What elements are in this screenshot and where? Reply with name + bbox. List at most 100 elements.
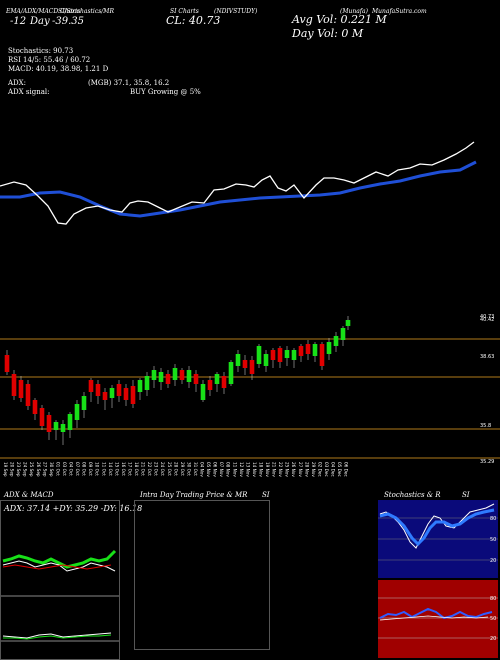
candle-body xyxy=(88,380,94,392)
candle-body xyxy=(158,372,164,382)
stochastics-text: Stochastics: 90.73 xyxy=(8,47,74,55)
date-tick-label: 24 Oct xyxy=(160,462,165,476)
stochastics-panel: 80 50 20 80 50 20 xyxy=(378,500,498,658)
avg-volume: Avg Vol: 0.221 M xyxy=(292,13,387,26)
candle-body xyxy=(130,386,136,404)
candle-body xyxy=(284,350,290,358)
header-si-charts: SI Charts xyxy=(170,8,199,15)
candle-body xyxy=(81,396,87,410)
candle-body xyxy=(102,392,108,400)
date-tick-label: 28 Nov xyxy=(304,462,309,477)
candle-body xyxy=(207,380,213,390)
candle-body xyxy=(193,374,199,384)
date-tick-label: 08 Nov xyxy=(226,462,231,477)
stoch-tick: 50 xyxy=(490,537,496,543)
date-tick-label: 30 Sep xyxy=(49,462,54,477)
candle-body xyxy=(11,374,17,396)
intraday-panel-title: Intra Day Trading Price & MR xyxy=(140,491,248,499)
price-label: 40.73 xyxy=(480,314,494,320)
date-tick-label: 06 Dec xyxy=(344,462,349,477)
candlesticks xyxy=(4,316,351,445)
rsi-tick: 20 xyxy=(490,636,496,642)
price-label: 35.8 xyxy=(480,423,491,429)
rsi-tick: 80 xyxy=(490,596,496,602)
date-tick-label: 25 Sep xyxy=(29,462,34,477)
rsi-line xyxy=(379,607,493,620)
price-line xyxy=(0,141,475,225)
candle-body xyxy=(172,368,178,380)
date-tick-label: 15 Oct xyxy=(114,462,119,476)
candle-body xyxy=(137,380,143,392)
date-tick-label: 25 Oct xyxy=(167,462,172,476)
date-tick-label: 07 Nov xyxy=(219,462,224,477)
candle-body xyxy=(18,380,24,398)
date-tick-label: 31 Oct xyxy=(193,462,198,476)
stoch-d-line xyxy=(379,508,495,547)
date-tick-label: 25 Nov xyxy=(285,462,290,477)
date-tick-label: 26 Sep xyxy=(36,462,41,477)
header-munafa: (Munafa) xyxy=(340,8,368,15)
date-tick-label: 13 Nov xyxy=(245,462,250,477)
price-label: 38.63 xyxy=(480,354,494,360)
candle-body xyxy=(305,344,311,354)
date-tick-label: 19 Sep xyxy=(3,462,8,477)
date-tick-label: 19 Nov xyxy=(265,462,270,477)
adx-label: ADX: xyxy=(8,79,27,87)
date-tick-label: 11 Oct xyxy=(101,462,106,476)
candle-body xyxy=(53,422,59,430)
date-tick-label: 02 Dec xyxy=(317,462,322,477)
date-axis: 19 Sep 20 Sep 23 Sep 24 Sep 25 Sep 26 Sep 27 S… xyxy=(3,462,349,477)
date-tick-label: 28 Oct xyxy=(173,462,178,476)
date-tick-label: 29 Nov xyxy=(311,462,316,477)
close-price: CL: 40.73 xyxy=(166,14,221,27)
candle-body xyxy=(186,370,192,382)
candle-body xyxy=(319,344,325,366)
rsi-secondary-line xyxy=(379,615,489,621)
plus-di-line xyxy=(2,560,116,572)
candle-body xyxy=(46,415,52,432)
candle-body xyxy=(200,384,206,400)
adx-macd-svg xyxy=(1,549,119,642)
header-ticker: (NDIVSTUDY) xyxy=(214,8,258,15)
adx-macd-panel: ADX: 37.14 +DY: 35.29 -DY: 16.18 xyxy=(0,500,142,660)
candle-body xyxy=(109,388,115,398)
price-label: 40.42 xyxy=(480,317,494,323)
candle-body xyxy=(291,350,297,360)
candle-body xyxy=(60,424,66,432)
date-tick-label: 18 Nov xyxy=(258,462,263,477)
date-tick-label: 23 Oct xyxy=(154,462,159,476)
date-tick-label: 20 Sep xyxy=(10,462,15,477)
date-tick-label: 21 Oct xyxy=(141,462,146,476)
date-tick-label: 09 Oct xyxy=(88,462,93,476)
header-site: MunafaSutra.com xyxy=(372,8,427,15)
date-tick-label: 30 Oct xyxy=(186,462,191,476)
day-label: Day xyxy=(30,16,50,27)
header-si-label: SI/Stochastics/MR xyxy=(58,8,114,15)
candle-body xyxy=(39,408,45,426)
candle-body xyxy=(116,384,122,396)
date-tick-label: 07 Oct xyxy=(75,462,80,476)
candle-body xyxy=(214,374,220,384)
date-tick-label: 27 Sep xyxy=(42,462,47,477)
candle-body xyxy=(270,350,276,360)
day-change: -39.35 xyxy=(52,16,85,27)
stoch-tick: 20 xyxy=(490,558,496,564)
date-tick-label: 23 Sep xyxy=(16,462,21,477)
date-tick-label: 01 Oct xyxy=(55,462,60,476)
minus-di-line xyxy=(2,564,112,570)
date-tick-label: 21 Nov xyxy=(272,462,277,477)
date-tick-label: 29 Oct xyxy=(180,462,185,476)
candle-body xyxy=(277,348,283,362)
date-tick-label: 27 Nov xyxy=(298,462,303,477)
candle-body xyxy=(32,400,38,414)
date-tick-label: 22 Nov xyxy=(278,462,283,477)
candle-body xyxy=(312,344,318,356)
date-tick-label: 10 Oct xyxy=(95,462,100,476)
candle-body xyxy=(221,376,227,388)
date-tick-label: 08 Oct xyxy=(82,462,87,476)
date-tick-label: 17 Oct xyxy=(127,462,132,476)
candle-body xyxy=(256,346,262,364)
adx-values: (MGB) 37.1, 35.8, 16.2 xyxy=(88,79,170,87)
candle-body xyxy=(123,388,129,400)
date-tick-label: 04 Nov xyxy=(200,462,205,477)
